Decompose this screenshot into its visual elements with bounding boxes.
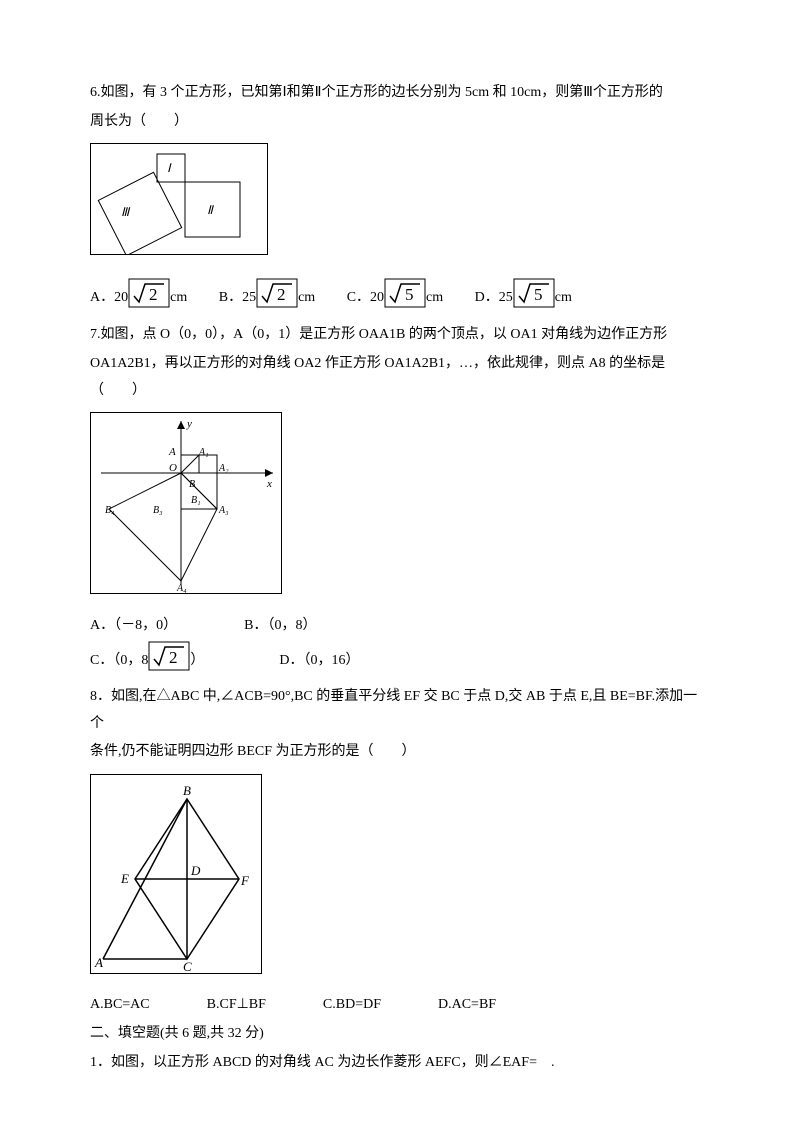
- q8-svg: A B C D E F: [91, 775, 261, 973]
- q7-opt-C-post: ）: [190, 648, 204, 675]
- section2-title: 二、填空题(共 6 题,共 32 分): [90, 1021, 710, 1048]
- q7-line2: OA1A2B1，再以正方形的对角线 OA2 作正方形 OA1A2B1，…，依此规…: [90, 351, 710, 404]
- svg-text:A₂: A₂: [218, 463, 229, 474]
- svg-text:5: 5: [405, 285, 414, 304]
- q8-options: A.BC=AC B.CF⊥BF C.BD=DF D.AC=BF: [90, 992, 710, 1019]
- svg-text:B₄: B₄: [105, 505, 115, 516]
- q7-opt-C: C．（0，8 2 ）: [90, 641, 204, 682]
- svg-text:B: B: [183, 783, 191, 798]
- q8-opt-C: C.BD=DF: [323, 997, 381, 1012]
- q7-opt-A: A．（－8，0）: [90, 618, 177, 633]
- q6-svg: Ⅰ Ⅱ Ⅲ: [91, 144, 267, 254]
- svg-text:2: 2: [149, 285, 158, 304]
- q8-opt-A: A.BC=AC: [90, 997, 150, 1012]
- q6-options: A．20 2 cm B．25 2 cm C．20 5 cm D．25 5 cm: [90, 278, 710, 319]
- q6-label-III: Ⅲ: [121, 205, 131, 219]
- q8-line2: 条件,仍不能证明四边形 BECF 为正方形的是（ ）: [90, 739, 710, 766]
- q7-line1: 7.如图，点 O（0，0），A（0，1）是正方形 OAA1B 的两个顶点，以 O…: [90, 322, 710, 349]
- q6-opt-D: D．25 5 cm: [475, 278, 572, 319]
- q6-opt-A-post: cm: [170, 285, 187, 312]
- q6-opt-B-post: cm: [298, 285, 315, 312]
- svg-text:A: A: [168, 446, 176, 458]
- q6-opt-C: C．20 5 cm: [347, 278, 443, 319]
- q7-opts-ab: A．（－8，0） B．（0，8）: [90, 613, 710, 640]
- q6-figure: Ⅰ Ⅱ Ⅲ: [90, 143, 268, 255]
- q6-opt-D-post: cm: [555, 285, 572, 312]
- q6-opt-C-post: cm: [426, 285, 443, 312]
- svg-text:2: 2: [169, 648, 178, 667]
- section2-q1: 1．如图，以正方形 ABCD 的对角线 AC 为边长作菱形 AEFC，则∠EAF…: [90, 1050, 710, 1077]
- svg-text:A: A: [94, 955, 103, 970]
- q6-line2: 周长为（ ）: [90, 109, 710, 136]
- q7-opt-C-pre: C．（0，8: [90, 648, 148, 675]
- svg-text:B₁: B₁: [191, 495, 201, 506]
- svg-text:2: 2: [277, 285, 286, 304]
- page-root: 6.如图，有 3 个正方形，已知第Ⅰ和第Ⅱ个正方形的边长分别为 5cm 和 10…: [0, 0, 800, 1132]
- q7-figure: x y O A A₁ B A₂ B₁ A₃ B₄ A₄: [90, 412, 282, 594]
- q7-opt-B: B．（0，8）: [244, 618, 316, 633]
- sqrt-icon: 2: [128, 278, 170, 319]
- q6-opt-B-pre: B．25: [219, 285, 256, 312]
- svg-text:y: y: [186, 418, 192, 430]
- svg-text:A₁: A₁: [198, 447, 209, 458]
- sqrt-icon: 2: [148, 641, 190, 682]
- q6-opt-D-pre: D．25: [475, 285, 513, 312]
- sqrt-icon: 5: [384, 278, 426, 319]
- svg-text:C: C: [183, 959, 192, 973]
- q6-label-II: Ⅱ: [207, 203, 214, 217]
- svg-text:A₃: A₃: [218, 505, 229, 516]
- sqrt-icon: 5: [513, 278, 555, 319]
- svg-text:D: D: [190, 863, 201, 878]
- q7-opts-cd: C．（0，8 2 ） D．（0，16）: [90, 641, 710, 682]
- q8-figure: A B C D E F: [90, 774, 262, 974]
- q6-opt-A-pre: A．20: [90, 285, 128, 312]
- q6-label-I: Ⅰ: [167, 161, 172, 175]
- q6-opt-B: B．25 2 cm: [219, 278, 315, 319]
- svg-text:E: E: [120, 871, 129, 886]
- svg-text:5: 5: [534, 285, 543, 304]
- sqrt-icon: 2: [256, 278, 298, 319]
- svg-text:F: F: [240, 873, 250, 888]
- q8-opt-B: B.CF⊥BF: [207, 997, 266, 1012]
- q8-opt-D: D.AC=BF: [438, 997, 496, 1012]
- q6-line1: 6.如图，有 3 个正方形，已知第Ⅰ和第Ⅱ个正方形的边长分别为 5cm 和 10…: [90, 80, 710, 107]
- q8-line1: 8．如图,在△ABC 中,∠ACB=90°,BC 的垂直平分线 EF 交 BC …: [90, 684, 710, 737]
- svg-text:A₄: A₄: [176, 583, 187, 593]
- q7-svg: x y O A A₁ B A₂ B₁ A₃ B₄ A₄: [91, 413, 281, 593]
- q6-opt-C-pre: C．20: [347, 285, 384, 312]
- svg-text:x: x: [266, 478, 272, 490]
- svg-text:O: O: [169, 462, 177, 474]
- q7-opt-D: D．（0，16）: [279, 653, 359, 668]
- svg-text:B₃: B₃: [153, 505, 163, 516]
- q6-opt-A: A．20 2 cm: [90, 278, 187, 319]
